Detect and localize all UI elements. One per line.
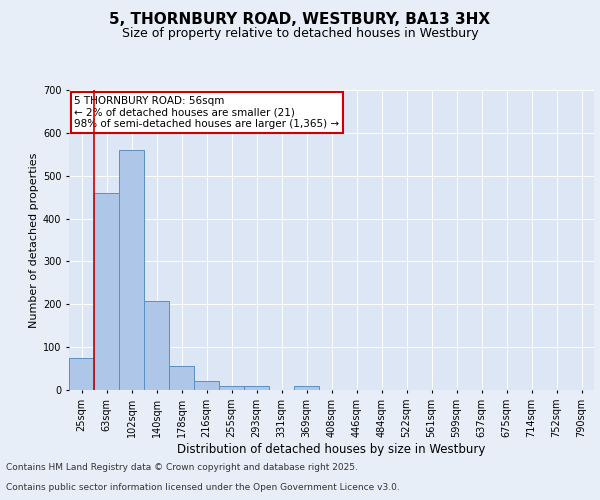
Text: 5, THORNBURY ROAD, WESTBURY, BA13 3HX: 5, THORNBURY ROAD, WESTBURY, BA13 3HX bbox=[109, 12, 491, 28]
Bar bbox=[144, 302, 169, 390]
Text: Contains HM Land Registry data © Crown copyright and database right 2025.: Contains HM Land Registry data © Crown c… bbox=[6, 464, 358, 472]
Y-axis label: Number of detached properties: Number of detached properties bbox=[29, 152, 38, 328]
Text: Size of property relative to detached houses in Westbury: Size of property relative to detached ho… bbox=[122, 26, 478, 40]
Bar bbox=[219, 386, 244, 390]
Text: 5 THORNBURY ROAD: 56sqm
← 2% of detached houses are smaller (21)
98% of semi-det: 5 THORNBURY ROAD: 56sqm ← 2% of detached… bbox=[74, 96, 340, 129]
Bar bbox=[119, 150, 144, 390]
X-axis label: Distribution of detached houses by size in Westbury: Distribution of detached houses by size … bbox=[178, 442, 485, 456]
Text: Contains public sector information licensed under the Open Government Licence v3: Contains public sector information licen… bbox=[6, 484, 400, 492]
Bar bbox=[244, 386, 269, 390]
Bar bbox=[194, 382, 219, 390]
Bar bbox=[169, 366, 194, 390]
Bar bbox=[69, 358, 94, 390]
Bar bbox=[94, 193, 119, 390]
Bar bbox=[294, 386, 319, 390]
